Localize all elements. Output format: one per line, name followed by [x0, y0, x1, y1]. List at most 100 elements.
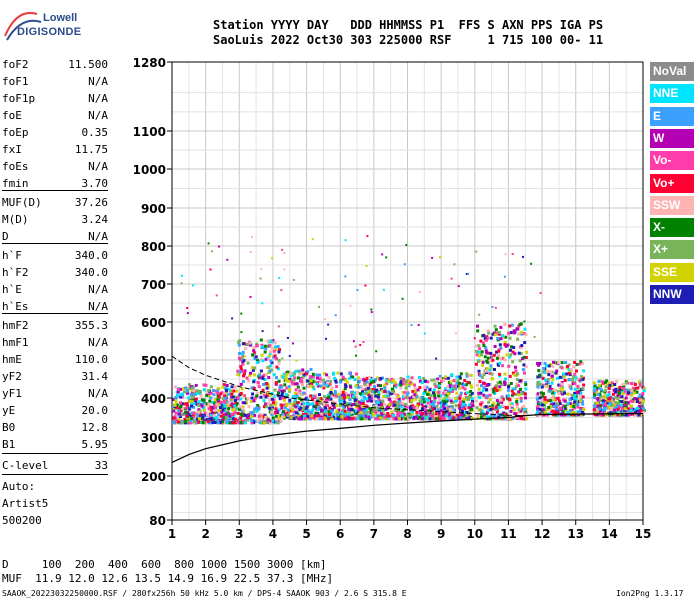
echo-point: [568, 397, 572, 401]
echo-point: [536, 393, 540, 397]
echo-point: [449, 405, 453, 409]
param-name: yE: [2, 404, 16, 417]
echo-point: [286, 370, 290, 374]
echo-point: [192, 405, 195, 409]
echo-point: [262, 373, 266, 377]
echo-point: [485, 367, 489, 370]
echo-point: [311, 238, 314, 241]
echo-point: [266, 418, 270, 422]
echo-point: [293, 391, 297, 395]
echo-point: [332, 405, 336, 409]
echo-point: [206, 419, 210, 423]
echo-point: [499, 346, 503, 350]
echo-point: [476, 324, 479, 328]
echo-point: [329, 380, 333, 383]
echo-point: [571, 379, 575, 383]
echo-point: [233, 399, 237, 402]
echo-point: [477, 408, 481, 412]
echo-point: [179, 412, 183, 416]
echo-point: [506, 388, 510, 392]
echo-point: [563, 379, 567, 382]
echo-point: [392, 414, 396, 418]
echo-point: [326, 417, 330, 421]
echo-point: [390, 415, 394, 419]
echo-point: [629, 391, 633, 395]
param-row: foEp 0.35: [2, 124, 108, 141]
echo-point: [452, 411, 456, 415]
echo-point: [227, 407, 231, 411]
echo-point: [436, 377, 440, 381]
echo-point: [313, 395, 317, 399]
echo-point: [180, 421, 184, 425]
echo-point: [287, 385, 291, 389]
echo-point: [314, 411, 318, 415]
echo-point: [489, 364, 493, 368]
echo-point: [315, 382, 319, 386]
echo-point: [272, 373, 276, 377]
echo-point: [427, 390, 431, 394]
echo-point: [364, 284, 367, 287]
echo-point: [414, 397, 418, 401]
echo-point: [282, 372, 286, 376]
echo-point: [567, 363, 571, 367]
echo-point: [540, 394, 544, 398]
echo-point: [227, 402, 231, 406]
echo-point: [487, 400, 491, 404]
param-name: h`Es: [2, 300, 29, 313]
param-separator: [2, 453, 108, 454]
echo-point: [241, 350, 245, 354]
echo-point: [375, 350, 378, 353]
echo-point: [480, 410, 484, 413]
echo-point: [603, 394, 607, 398]
echo-point: [631, 386, 635, 390]
echo-point: [344, 391, 348, 395]
echo-point: [522, 405, 526, 408]
echo-point: [481, 389, 485, 393]
param-row: h`Es N/A: [2, 298, 108, 315]
echo-point: [235, 389, 239, 393]
echo-point: [308, 402, 312, 406]
echo-point: [491, 358, 495, 362]
echo-point: [594, 407, 598, 411]
echo-point: [180, 282, 183, 285]
echo-point: [209, 405, 213, 409]
echo-point: [278, 348, 282, 352]
echo-point: [185, 402, 189, 406]
echo-point: [596, 397, 600, 401]
echo-point: [622, 386, 626, 390]
echo-point: [348, 408, 352, 412]
echo-point: [624, 401, 628, 405]
echo-point: [439, 377, 442, 381]
echo-point: [469, 393, 473, 397]
param-row: yE 20.0: [2, 402, 108, 419]
echo-point: [276, 421, 280, 425]
echo-point: [573, 372, 577, 376]
echo-point: [242, 358, 246, 362]
echo-point: [261, 376, 265, 380]
echo-point: [398, 404, 402, 408]
echo-point: [625, 392, 629, 396]
echo-point: [201, 401, 205, 405]
echo-point: [386, 412, 390, 415]
echo-point: [507, 397, 511, 401]
echo-point: [482, 386, 486, 390]
echo-point: [216, 397, 220, 401]
echo-point: [340, 399, 344, 403]
param-value: 5.95: [81, 438, 109, 451]
echo-point: [445, 399, 449, 403]
echo-point: [255, 361, 259, 364]
echo-point: [355, 404, 359, 408]
echo-point: [239, 358, 243, 362]
echo-point: [268, 352, 272, 356]
echo-point: [353, 402, 357, 406]
echo-point: [387, 380, 391, 384]
echo-point: [478, 393, 482, 397]
echo-point: [324, 381, 328, 385]
legend-item: SSW: [650, 195, 694, 215]
echo-point: [232, 421, 236, 425]
echo-point: [624, 405, 628, 409]
echo-point: [252, 380, 256, 384]
echo-point: [633, 382, 637, 386]
echo-point: [276, 345, 280, 349]
echo-point: [547, 370, 551, 373]
